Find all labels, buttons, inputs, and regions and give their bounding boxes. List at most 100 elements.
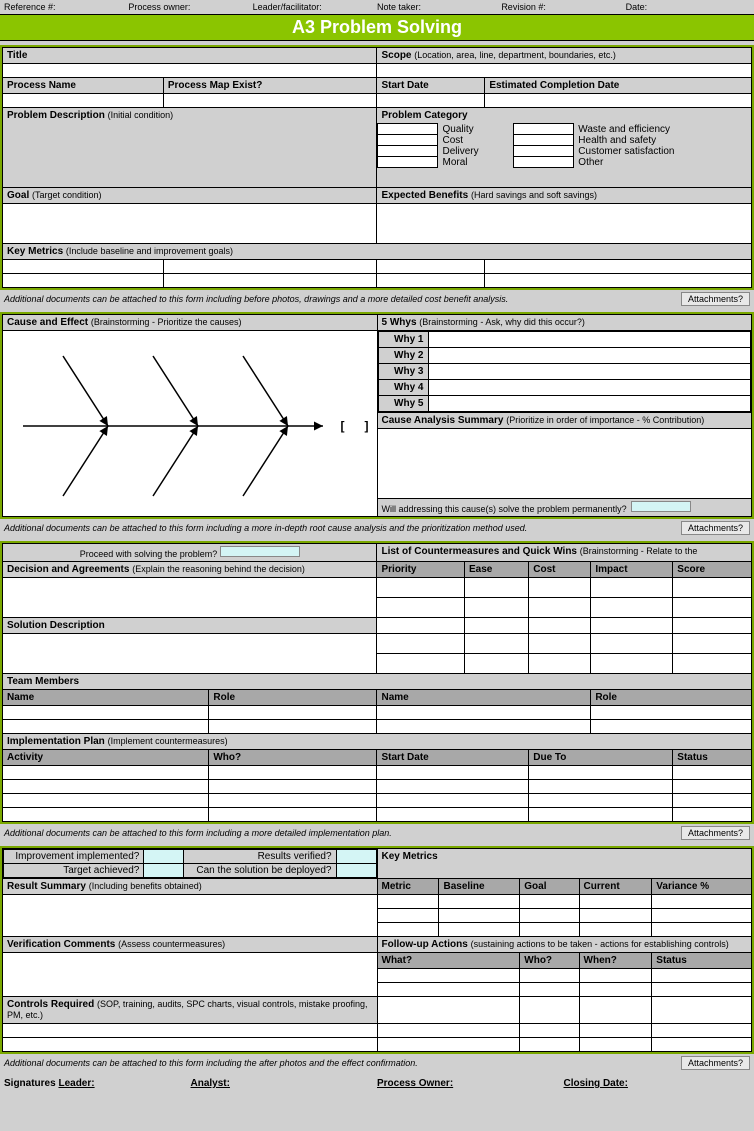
team-cell[interactable] [591,720,752,734]
cm-cell[interactable] [529,578,591,598]
km-cell[interactable] [520,895,579,909]
fu-cell[interactable] [579,1038,652,1052]
metric-cell[interactable] [3,274,164,288]
attachments-button[interactable]: Attachments? [681,521,750,535]
metric-cell[interactable] [3,260,164,274]
metric-cell[interactable] [163,260,377,274]
team-cell[interactable] [591,706,752,720]
process-name-field[interactable] [3,94,164,108]
cm-cell[interactable] [591,654,673,674]
impl-cell[interactable] [673,794,752,808]
team-cell[interactable] [3,720,209,734]
impl-cell[interactable] [529,794,673,808]
controls-cell[interactable] [3,1024,378,1038]
km-cell[interactable] [439,909,520,923]
verified-field[interactable] [336,850,376,864]
cm-cell[interactable] [529,654,591,674]
why4-field[interactable] [428,380,751,396]
goal-field[interactable] [3,204,377,244]
solution-field[interactable] [3,634,377,674]
verif-field[interactable] [3,953,378,997]
attachments-button[interactable]: Attachments? [681,292,750,306]
km-cell[interactable] [579,923,652,937]
cm-cell[interactable] [464,598,528,618]
fu-cell[interactable] [652,1038,752,1052]
cm-cell[interactable] [464,634,528,654]
metric-cell[interactable] [377,260,485,274]
fu-cell[interactable] [579,969,652,983]
attachments-button[interactable]: Attachments? [681,1056,750,1070]
impl-cell[interactable] [673,808,752,822]
impl-cell[interactable] [377,808,529,822]
team-cell[interactable] [377,720,591,734]
fu-cell[interactable] [520,1024,579,1038]
impl-cell[interactable] [529,808,673,822]
why3-field[interactable] [428,364,751,380]
fu-cell[interactable] [520,997,579,1024]
decision-field[interactable] [3,578,377,618]
fu-cell[interactable] [377,997,520,1024]
target-field[interactable] [144,864,184,878]
cm-cell[interactable] [377,634,464,654]
cm-cell[interactable] [591,618,673,634]
result-field[interactable] [3,895,378,937]
cat-box[interactable] [514,135,574,146]
team-cell[interactable] [209,706,377,720]
fu-cell[interactable] [652,969,752,983]
cm-cell[interactable] [673,654,752,674]
fu-cell[interactable] [377,1024,520,1038]
cat-box[interactable] [378,135,438,146]
cm-cell[interactable] [377,654,464,674]
km-cell[interactable] [520,909,579,923]
metric-cell[interactable] [377,274,485,288]
cat-box[interactable] [378,157,438,168]
impl-cell[interactable] [209,794,377,808]
impl-cell[interactable] [673,780,752,794]
cat-box[interactable] [514,124,574,135]
impl-cell[interactable] [209,780,377,794]
proceed-field[interactable] [220,546,300,557]
km-cell[interactable] [377,895,439,909]
km-cell[interactable] [652,895,752,909]
why2-field[interactable] [428,348,751,364]
cm-cell[interactable] [464,654,528,674]
team-cell[interactable] [209,720,377,734]
cm-cell[interactable] [377,598,464,618]
cm-cell[interactable] [529,618,591,634]
cm-cell[interactable] [591,598,673,618]
benefits-field[interactable] [377,204,752,244]
why5-field[interactable] [428,396,751,412]
km-cell[interactable] [652,923,752,937]
team-cell[interactable] [377,706,591,720]
fu-cell[interactable] [520,983,579,997]
impl-cell[interactable] [3,780,209,794]
cause-summary-field[interactable] [377,429,752,499]
impl-cell[interactable] [3,808,209,822]
fu-cell[interactable] [377,1038,520,1052]
metric-cell[interactable] [163,274,377,288]
ecd-field[interactable] [485,94,752,108]
fu-cell[interactable] [579,983,652,997]
fu-cell[interactable] [520,1038,579,1052]
impl-cell[interactable] [3,794,209,808]
cat-box[interactable] [378,146,438,157]
impl-cell[interactable] [377,794,529,808]
fu-cell[interactable] [377,969,520,983]
controls-cell[interactable] [3,1038,378,1052]
fu-cell[interactable] [520,969,579,983]
cm-cell[interactable] [464,618,528,634]
team-cell[interactable] [3,706,209,720]
impl-cell[interactable] [529,766,673,780]
impl-cell[interactable] [3,766,209,780]
km-cell[interactable] [439,923,520,937]
metric-cell[interactable] [485,274,752,288]
why1-field[interactable] [428,332,751,348]
cat-box[interactable] [378,124,438,135]
cm-cell[interactable] [377,618,464,634]
fu-cell[interactable] [652,997,752,1024]
fu-cell[interactable] [579,997,652,1024]
cm-cell[interactable] [591,578,673,598]
scope-field[interactable] [377,64,752,78]
km-cell[interactable] [579,909,652,923]
impl-cell[interactable] [377,766,529,780]
